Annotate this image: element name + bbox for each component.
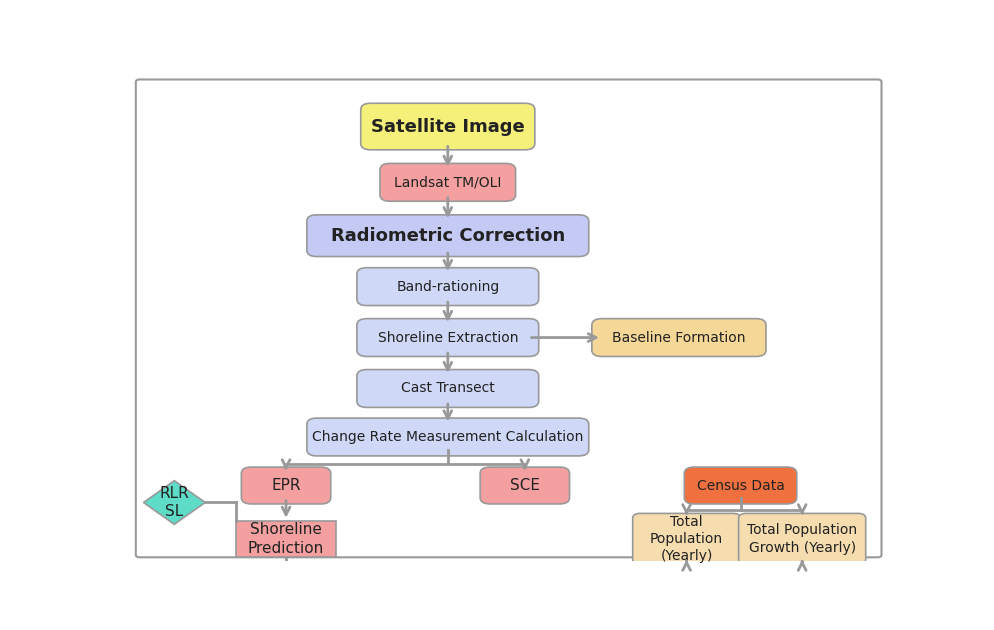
Text: Baseline Formation: Baseline Formation (612, 331, 746, 345)
FancyBboxPatch shape (591, 319, 766, 357)
Text: Census Data: Census Data (697, 479, 784, 493)
Text: Landsat TM/OLI: Landsat TM/OLI (394, 175, 502, 190)
FancyBboxPatch shape (307, 418, 588, 456)
FancyBboxPatch shape (380, 163, 516, 201)
Text: Total Population
Growth (Yearly): Total Population Growth (Yearly) (747, 524, 857, 554)
Text: Satellite Image: Satellite Image (371, 118, 525, 135)
FancyBboxPatch shape (242, 467, 331, 504)
Text: EPR: EPR (271, 478, 301, 493)
FancyBboxPatch shape (136, 79, 882, 558)
Polygon shape (143, 481, 205, 524)
FancyBboxPatch shape (632, 513, 741, 564)
FancyBboxPatch shape (361, 103, 535, 150)
Text: Cast Transect: Cast Transect (401, 382, 495, 396)
FancyBboxPatch shape (236, 520, 336, 557)
Text: Band-rationing: Band-rationing (397, 280, 499, 294)
Text: Total
Population
(Yearly): Total Population (Yearly) (650, 515, 724, 563)
FancyBboxPatch shape (739, 513, 866, 564)
FancyBboxPatch shape (307, 215, 588, 256)
FancyBboxPatch shape (357, 370, 539, 408)
Text: Shoreline
Prediction: Shoreline Prediction (248, 522, 324, 556)
Text: RLR
SL: RLR SL (159, 486, 189, 519)
FancyBboxPatch shape (480, 467, 570, 504)
Text: Shoreline Extraction: Shoreline Extraction (378, 331, 518, 345)
Text: SCE: SCE (510, 478, 540, 493)
FancyBboxPatch shape (357, 268, 539, 306)
FancyBboxPatch shape (684, 467, 797, 504)
Text: Change Rate Measurement Calculation: Change Rate Measurement Calculation (312, 430, 583, 444)
Text: Radiometric Correction: Radiometric Correction (331, 227, 565, 244)
FancyBboxPatch shape (357, 319, 539, 357)
